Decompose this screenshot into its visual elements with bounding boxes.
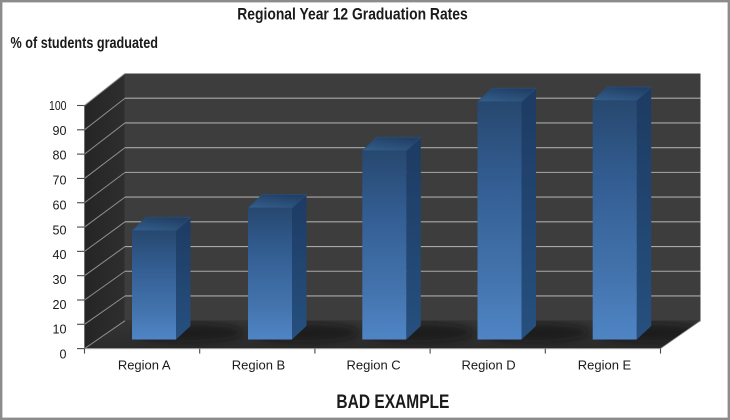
svg-text:Region E: Region E (578, 358, 632, 373)
svg-text:10: 10 (53, 323, 67, 337)
svg-text:Region A: Region A (118, 358, 171, 373)
svg-text:Region C: Region C (346, 358, 400, 373)
svg-text:0: 0 (60, 348, 67, 362)
svg-text:80: 80 (53, 149, 67, 163)
svg-text:% of students graduated: % of students graduated (11, 35, 159, 52)
svg-text:Region D: Region D (461, 358, 515, 373)
svg-text:70: 70 (53, 174, 67, 188)
svg-text:BAD EXAMPLE: BAD EXAMPLE (336, 391, 449, 413)
svg-text:20: 20 (53, 298, 67, 312)
svg-text:90: 90 (53, 124, 67, 138)
svg-text:Regional Year 12 Graduation Ra: Regional Year 12 Graduation Rates (237, 5, 468, 24)
svg-text:60: 60 (53, 198, 67, 212)
svg-text:100: 100 (49, 99, 67, 113)
svg-text:50: 50 (53, 223, 67, 237)
svg-text:40: 40 (53, 248, 67, 262)
svg-text:30: 30 (53, 273, 67, 287)
svg-text:Region B: Region B (232, 358, 285, 373)
